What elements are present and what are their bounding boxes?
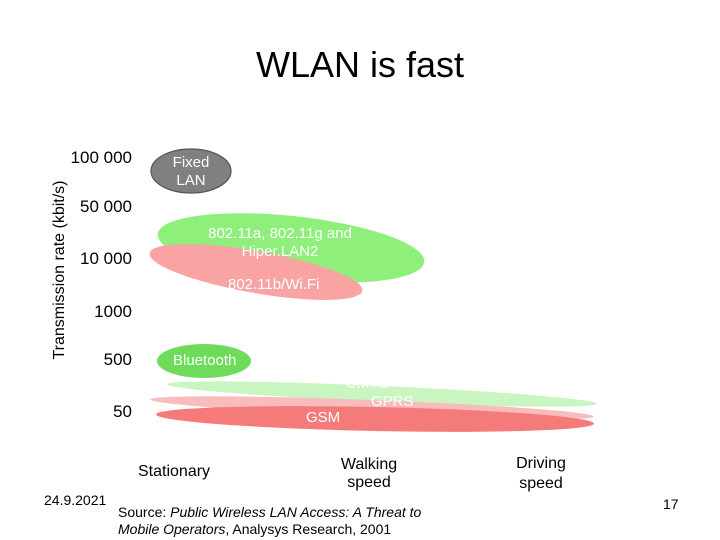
page-title: WLAN is fast [255, 44, 465, 85]
fixed-lan-label: Fixed LAN [172, 154, 210, 189]
tick-50: 50 [113, 402, 132, 421]
tick-100000: 100 000 [70, 148, 132, 167]
x-label-driving: Driving speed [516, 455, 566, 492]
bluetooth-label: Bluetooth [173, 352, 237, 369]
tick-1000: 1000 [94, 302, 132, 321]
wifi-ellipse [149, 244, 363, 300]
tick-500: 500 [103, 350, 132, 369]
tick-10000: 10 000 [80, 249, 132, 268]
footer-source: Source: Public Wireless LAN Access: A Th… [118, 504, 422, 537]
gsm-ellipse [156, 406, 594, 432]
wifi-label: 802.11b/Wi.Fi [228, 276, 320, 293]
page-number: 17 [663, 496, 679, 512]
wlan-a-g-label: 802.11a, 802.11g and Hiper.LAN2 [208, 225, 352, 260]
bluetooth-ellipse [157, 344, 251, 378]
umts-label: UMTS [346, 375, 389, 392]
fixed-lan-ellipse [150, 148, 232, 194]
gprs-label: GPRS [371, 393, 414, 410]
x-label-walking: Walking speed [340, 456, 398, 491]
gsm-label: GSM [306, 409, 341, 426]
footer-date: 24.9.2021 [44, 492, 107, 508]
x-label-stationary: Stationary [138, 463, 211, 480]
umts-ellipse [167, 381, 597, 407]
tick-50000: 50 000 [80, 197, 132, 216]
